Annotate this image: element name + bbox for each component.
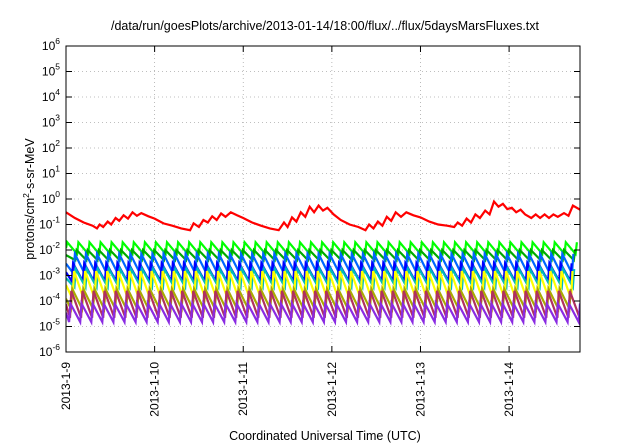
y-tick-base: 10 — [42, 90, 56, 104]
x-tick-label: 2013-1-13 — [413, 362, 427, 417]
y-tick-label: 10-4 — [39, 291, 60, 308]
y-tick-label: 106 — [42, 36, 60, 53]
y-tick-base: 10 — [39, 218, 53, 232]
y-tick-exponent: 5 — [55, 62, 60, 72]
y-tick-exponent: 1 — [55, 164, 60, 174]
y-tick-label: 100 — [42, 189, 60, 206]
y-tick-base: 10 — [42, 39, 56, 53]
y-tick-exponent: -5 — [52, 317, 60, 327]
x-tick-label: 2013-1-14 — [502, 362, 516, 417]
y-tick-base: 10 — [39, 243, 53, 257]
y-tick-base: 10 — [39, 294, 53, 308]
series-line-1 — [66, 199, 580, 232]
y-tick-exponent: 0 — [55, 189, 60, 199]
y-tick-exponent: -2 — [52, 240, 60, 250]
y-tick-label: 10-1 — [39, 215, 60, 232]
y-tick-label: 105 — [42, 62, 60, 79]
y-tick-base: 10 — [42, 167, 56, 181]
y-tick-base: 10 — [42, 141, 56, 155]
y-tick-base: 10 — [42, 192, 56, 206]
series-line-2 — [66, 239, 578, 257]
y-tick-label: 10-2 — [39, 240, 60, 257]
y-tick-exponent: -6 — [52, 342, 60, 352]
x-tick-label: 2013-1-11 — [236, 362, 250, 416]
y-tick-exponent: 3 — [55, 113, 60, 123]
y-tick-label: 102 — [42, 138, 60, 155]
y-tick-label: 10-5 — [39, 317, 60, 334]
y-tick-base: 10 — [39, 345, 53, 359]
y-tick-base: 10 — [39, 269, 53, 283]
y-axis-label-sup: 2 — [21, 193, 31, 198]
y-tick-label: 103 — [42, 113, 60, 130]
x-tick-labels: 2013-1-9 2013-1-10 2013-1-11 2013-1-12 2013-… — [59, 362, 516, 417]
y-tick-label: 10-3 — [39, 266, 60, 283]
series-line-6 — [66, 265, 576, 291]
x-tick-label: 2013-1-10 — [148, 362, 162, 417]
y-tick-exponent: -1 — [52, 215, 60, 225]
y-tick-base: 10 — [42, 65, 56, 79]
y-tick-exponent: 6 — [55, 36, 60, 46]
y-tick-label: 101 — [42, 164, 60, 181]
series-group — [66, 199, 580, 326]
y-axis-label-pre: protons/cm — [23, 198, 37, 260]
y-axis-label-post: -s-sr-MeV — [23, 138, 37, 194]
grid-lines — [66, 46, 580, 352]
x-axis-label: Coordinated Universal Time (UTC) — [229, 429, 421, 443]
y-tick-labels: 10-610-510-410-310-210-11001011021031041… — [39, 36, 60, 359]
plot-frame — [65, 45, 581, 353]
y-tick-base: 10 — [42, 116, 56, 130]
y-tick-exponent: -3 — [52, 266, 60, 276]
y-tick-label: 10-6 — [39, 342, 60, 359]
y-tick-base: 10 — [39, 320, 53, 334]
y-axis-label: protons/cm2-s-sr-MeV — [21, 138, 37, 260]
y-tick-exponent: 4 — [55, 87, 60, 97]
y-tick-label: 104 — [42, 87, 60, 104]
y-tick-exponent: -4 — [52, 291, 60, 301]
chart-title: /data/run/goesPlots/archive/2013-01-14/1… — [111, 19, 540, 33]
x-tick-label: 2013-1-9 — [59, 362, 73, 410]
series-line-10 — [66, 299, 580, 326]
x-tick-label: 2013-1-12 — [325, 362, 339, 417]
y-tick-exponent: 2 — [55, 138, 60, 148]
